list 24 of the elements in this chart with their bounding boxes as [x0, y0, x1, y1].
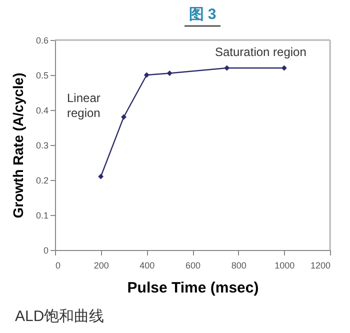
y-tick-label: 0.4	[36, 106, 48, 116]
annotation: Linear region	[67, 91, 100, 120]
x-tick-label: 400	[140, 260, 155, 270]
x-tick-label: 800	[231, 260, 246, 270]
x-tick-label: 200	[94, 260, 109, 270]
x-axis-title: Pulse Time (msec)	[127, 280, 259, 296]
y-tick-label: 0.6	[36, 36, 48, 46]
point	[224, 65, 230, 71]
point	[98, 174, 104, 180]
annotation: Saturation region	[215, 45, 306, 59]
x-tick-label: 1200	[310, 260, 330, 270]
y-axis-title: Growth Rate (A/cycle)	[10, 72, 26, 218]
x-tick-label: 0	[56, 260, 61, 270]
text: ALD饱和曲线	[15, 308, 104, 325]
point	[144, 72, 150, 78]
x-tick-label: 1000	[274, 260, 295, 270]
x-tick-label: 600	[185, 260, 201, 270]
y-tick-label: 0.1	[36, 210, 48, 220]
point	[166, 70, 172, 76]
y-tick-label: 0.3	[36, 140, 48, 150]
y-tick-label: 0.5	[36, 70, 48, 80]
y-tick-label: 0.2	[36, 176, 48, 186]
y-tick-label: 0	[43, 246, 48, 256]
chart-title: 图 3	[188, 6, 216, 23]
